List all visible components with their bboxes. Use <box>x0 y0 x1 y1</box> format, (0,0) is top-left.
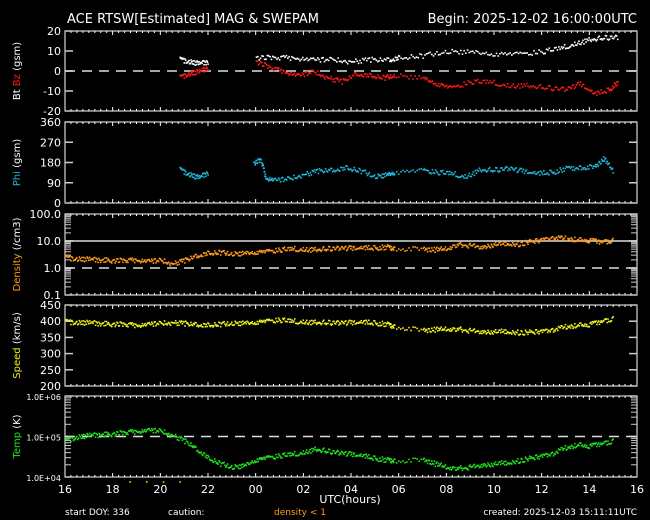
y-tick-label: 20 <box>47 25 61 38</box>
x-tick-label: 12 <box>535 483 549 496</box>
chart-title: ACE RTSW[Estimated] MAG & SWEPAM <box>67 12 319 27</box>
start-doy: start DOY: 336 <box>65 508 130 518</box>
y-tick-label: 1.0E+05 <box>26 434 61 443</box>
panel-speed: 450 400 350 300 250 200 Speed (km/s) <box>12 299 638 393</box>
y-tick-label: 400 <box>40 315 61 328</box>
y-tick-label: 350 <box>40 331 61 344</box>
created-timestamp: created: 2025-12-03 15:11:11UTC <box>483 508 637 518</box>
y-axis-label: Phi (gsm) <box>12 139 23 187</box>
x-tick-label: 14 <box>582 483 596 496</box>
begin-timestamp: Begin: 2025-12-02 16:00:00UTC <box>428 12 637 27</box>
panel-density: 100.0 10.0 1.0 0.1 Density (/cm3) <box>12 208 638 302</box>
y-tick-label: -10 <box>43 85 61 98</box>
x-tick-label: 04 <box>344 483 358 496</box>
y-tick-label: 90 <box>47 177 61 190</box>
x-tick-label: 22 <box>201 483 215 496</box>
x-tick-label: 16 <box>58 483 72 496</box>
y-axis-label: Density (/cm3) <box>12 217 23 291</box>
y-axis-label: Temp (K) <box>12 414 23 459</box>
panel-phi: 360 270 180 90 0 Phi (gsm) <box>12 116 638 210</box>
x-tick-label: 20 <box>153 483 167 496</box>
x-axis-ticks: 16 18 20 22 00 02 04 06 08 10 12 14 16 <box>58 481 644 496</box>
x-tick-label: 08 <box>439 483 453 496</box>
x-tick-label: 18 <box>106 483 120 496</box>
y-tick-label: 450 <box>40 299 61 312</box>
y-axis-label: Bt Bz (gsm) <box>12 42 23 100</box>
y-tick-label: -20 <box>43 105 61 118</box>
y-tick-label: 360 <box>40 116 61 129</box>
series-temp <box>65 427 614 472</box>
y-axis-label: Speed (km/s) <box>12 312 23 379</box>
y-tick-label: 300 <box>40 348 61 361</box>
y-tick-label: 200 <box>40 380 61 393</box>
x-tick-label: 16 <box>630 483 644 496</box>
plot-panels: 20 10 0 -10 -20 Bt Bz (gsm) 360 270 180 90 0 Phi (g… <box>12 25 638 483</box>
y-tick-label: 0.1 <box>44 289 62 302</box>
y-tick-label: 180 <box>40 157 61 170</box>
caution-label: caution: <box>168 508 204 518</box>
x-tick-label: 00 <box>249 483 263 496</box>
y-tick-label: 0 <box>54 65 61 78</box>
y-tick-label: 0 <box>54 197 61 210</box>
x-tick-label: 06 <box>392 483 406 496</box>
series-bz <box>179 60 619 96</box>
y-tick-label: 10.0 <box>37 235 62 248</box>
y-tick-label: 270 <box>40 136 61 149</box>
y-tick-label: 100.0 <box>30 208 62 221</box>
y-tick-label: 250 <box>40 364 61 377</box>
series-phi <box>179 156 615 183</box>
x-tick-label: 10 <box>487 483 501 496</box>
y-tick-label: 1.0E+04 <box>26 474 61 483</box>
series-speed <box>65 315 614 336</box>
panel-bt-bz: 20 10 0 -10 -20 Bt Bz (gsm) <box>12 25 638 118</box>
series-density <box>65 235 614 267</box>
y-tick-label: 1.0 <box>44 262 62 275</box>
series-bt <box>179 34 619 67</box>
panel-temp: 1.0E+06 1.0E+05 1.0E+04 Temp (K) <box>12 393 638 483</box>
y-tick-label: 1.0E+06 <box>26 393 61 402</box>
y-tick-label: 10 <box>47 45 61 58</box>
caution-value: density < 1 <box>274 508 326 518</box>
x-tick-label: 02 <box>296 483 310 496</box>
x-axis-label: UTC(hours) <box>319 493 380 506</box>
